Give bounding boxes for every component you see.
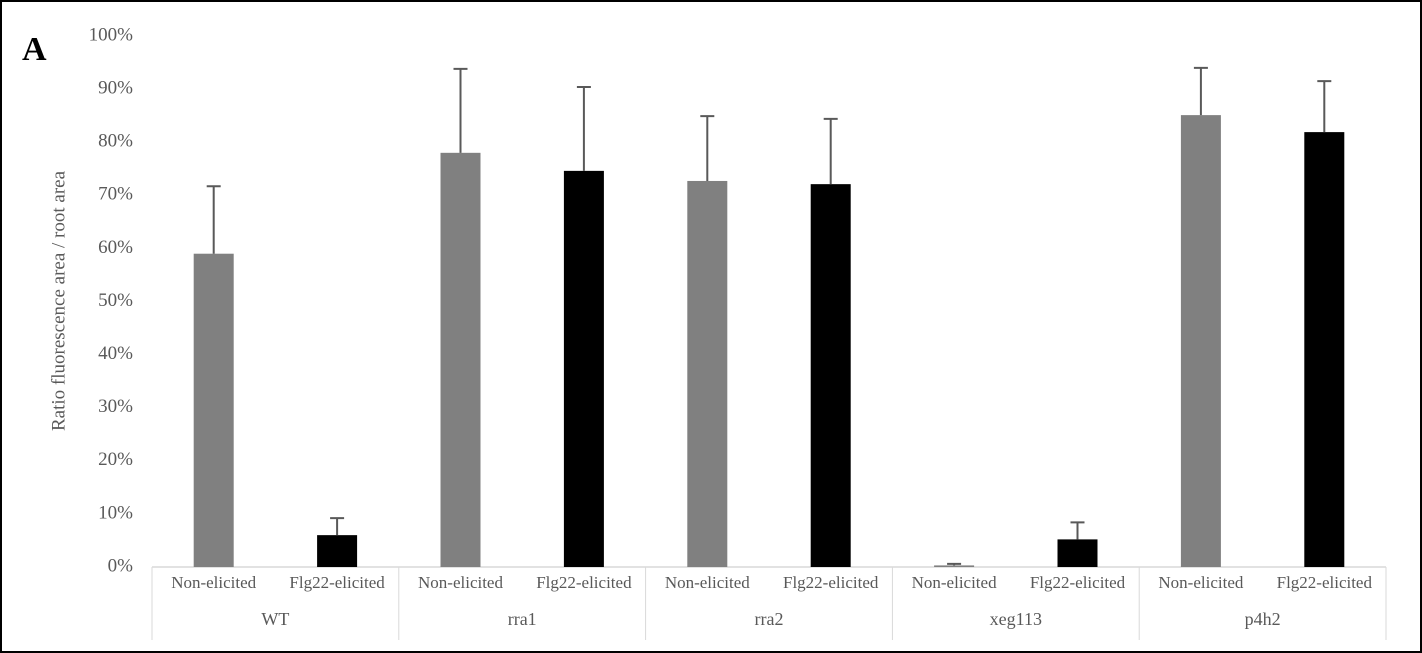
x-tick-label: Non-elicited: [171, 573, 256, 592]
error-bar: [206, 185, 221, 254]
bar: [440, 152, 481, 567]
y-tick-label: 40%: [98, 343, 133, 364]
group-label: rra2: [755, 609, 784, 629]
error-bar: [1193, 66, 1208, 116]
error-bar: [330, 517, 345, 536]
y-tick-label: 70%: [98, 184, 133, 205]
error-bar: [823, 117, 838, 185]
x-tick-label: Non-elicited: [665, 573, 750, 592]
group-label: rra1: [508, 609, 537, 629]
y-tick-label: 60%: [98, 237, 133, 258]
x-tick-label: Non-elicited: [912, 573, 997, 592]
bar: [934, 565, 975, 567]
y-tick-label: 0%: [108, 555, 134, 576]
y-tick-label: 80%: [98, 131, 133, 152]
bar: [317, 535, 358, 567]
bar: [1180, 115, 1221, 567]
group-label: WT: [261, 609, 289, 629]
error-bar: [1070, 521, 1085, 540]
x-tick-label: Non-elicited: [1158, 573, 1243, 592]
error-bar: [453, 67, 468, 153]
y-tick-label: 30%: [98, 396, 133, 417]
bar: [810, 184, 851, 568]
group-label: p4h2: [1245, 609, 1281, 629]
y-tick-label: 90%: [98, 77, 133, 98]
y-tick-label: 20%: [98, 449, 133, 470]
y-tick-label: 50%: [98, 290, 133, 311]
x-tick-label: Non-elicited: [418, 573, 503, 592]
error-bar: [700, 115, 715, 181]
x-tick-label: Flg22-elicited: [289, 573, 385, 592]
group-label: xeg113: [990, 609, 1042, 629]
y-tick-label: 10%: [98, 502, 133, 523]
bar: [1304, 132, 1345, 567]
panel-label: A: [22, 31, 47, 68]
x-tick-label: Flg22-elicited: [536, 573, 632, 592]
y-tick-label: 100%: [89, 24, 134, 45]
error-bar: [1317, 80, 1332, 133]
x-tick-label: Flg22-elicited: [783, 573, 879, 592]
y-axis-label: Ratio fluorescence area / root area: [48, 170, 69, 431]
error-bar: [947, 562, 962, 566]
x-tick-label: Flg22-elicited: [1030, 573, 1126, 592]
bar: [687, 180, 728, 567]
error-bar: [576, 85, 591, 171]
bar: [563, 170, 604, 567]
bar: [1057, 539, 1098, 567]
bar: [193, 253, 234, 567]
x-tick-label: Flg22-elicited: [1277, 573, 1373, 592]
